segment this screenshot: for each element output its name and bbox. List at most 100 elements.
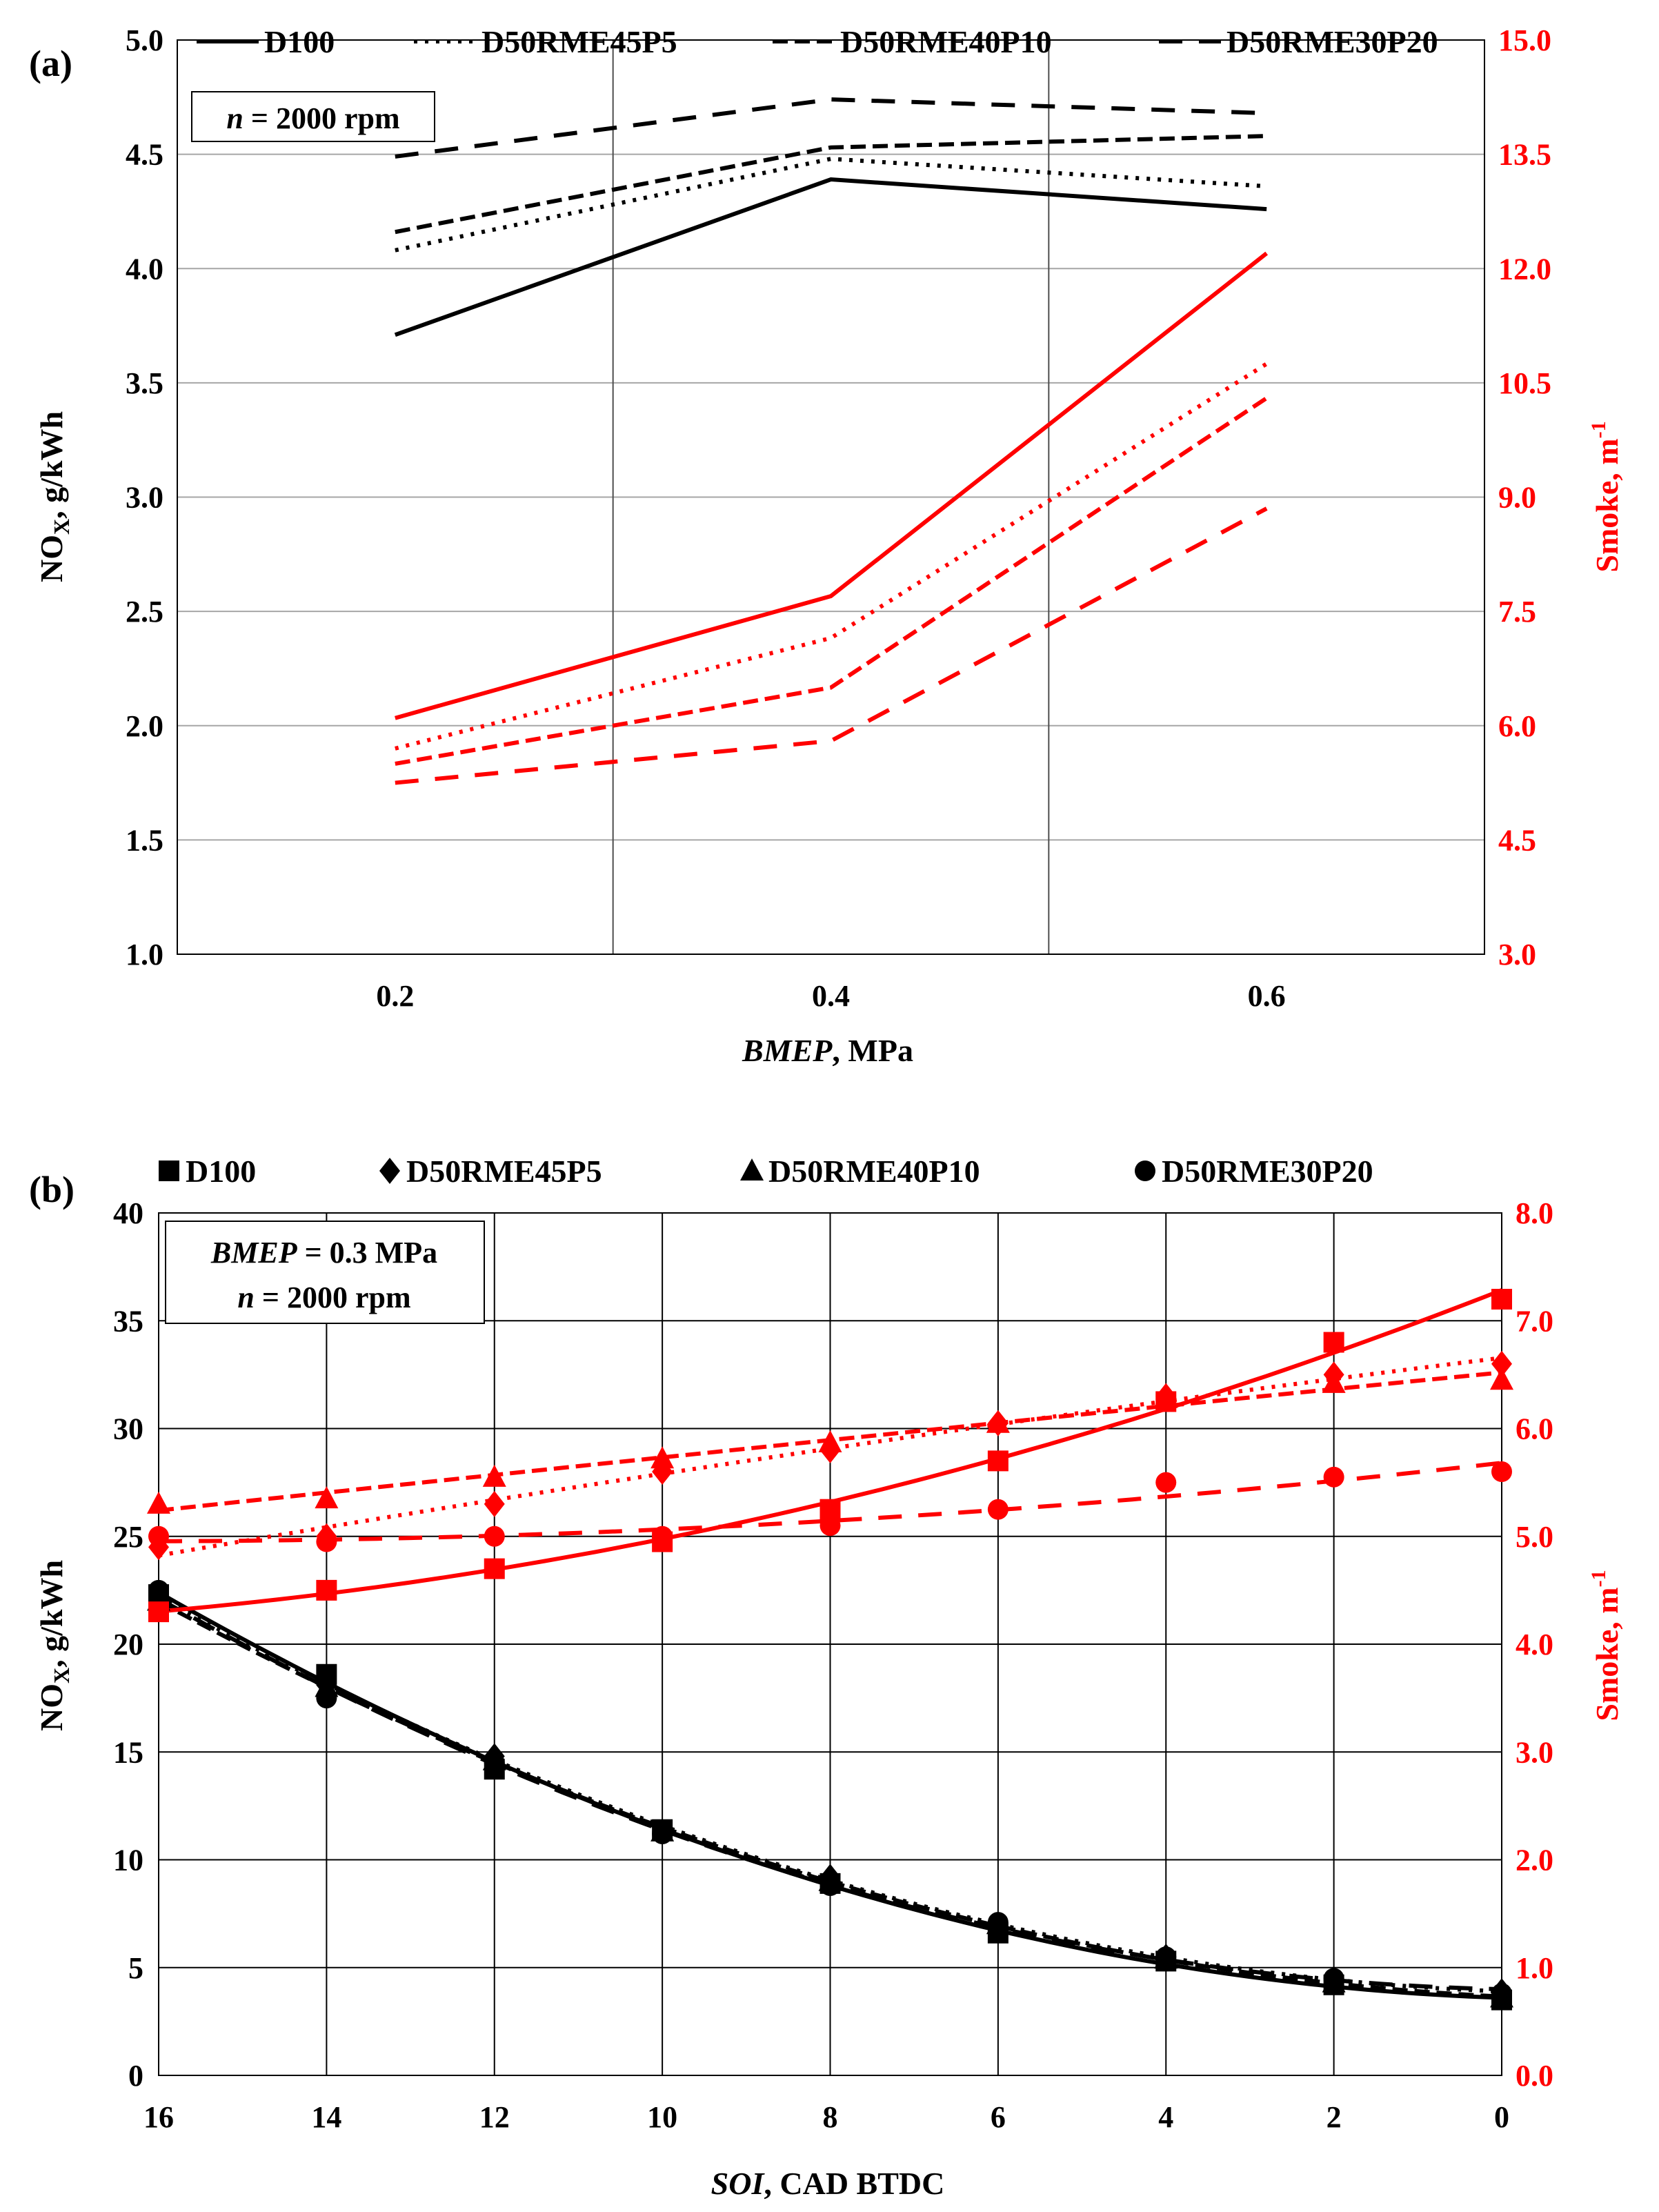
panel-a-x-tick-label: 0.2 bbox=[376, 979, 414, 1013]
panel-a-right-tick-label: 15.0 bbox=[1498, 23, 1551, 57]
panel-b-smoke-point-d50rme40p10 bbox=[986, 1410, 1010, 1433]
panel-b-x-tick-label: 12 bbox=[479, 2100, 510, 2134]
panel-a-left-tick-label: 4.5 bbox=[126, 138, 163, 172]
panel-a-label: (a) bbox=[29, 43, 72, 84]
panel-b-legend-marker-d50rme45p5 bbox=[379, 1158, 400, 1184]
panel-b-smoke-point-d50rme30p20 bbox=[316, 1531, 337, 1552]
panel-b-legend-label-d50rme30p20: D50RME30P20 bbox=[1162, 1154, 1373, 1189]
panel-a-left-tick-labels: 1.0 1.5 2.0 2.5 3.0 3.5 4.0 4.5 5.0 bbox=[126, 23, 163, 971]
panel-b-smoke-point-d50rme40p10 bbox=[315, 1486, 339, 1509]
panel-a-legend-label-d50rme45p5: D50RME45P5 bbox=[481, 24, 677, 59]
panel-b-right-axis-title: Smoke, m-1 bbox=[1587, 1570, 1625, 1721]
panel-a-right-tick-label: 9.0 bbox=[1498, 481, 1536, 515]
panel-a-legend: D100 D50RME45P5 D50RME40P10 D50RME30P20 bbox=[197, 24, 1438, 59]
panel-a-left-tick-label: 1.0 bbox=[126, 938, 163, 971]
panel-b-right-tick-label: 2.0 bbox=[1516, 1844, 1553, 1877]
panel-b-left-tick-label: 30 bbox=[113, 1412, 143, 1446]
panel-a-left-tick-label: 4.0 bbox=[126, 252, 163, 286]
panel-b-right-tick-label: 6.0 bbox=[1516, 1412, 1553, 1446]
panel-b-left-tick-label: 5 bbox=[128, 1951, 143, 1985]
panel-a-left-tick-label: 5.0 bbox=[126, 23, 163, 57]
panel-b-left-tick-label: 10 bbox=[113, 1844, 143, 1877]
panel-b-smoke-point-d50rme45p5 bbox=[484, 1490, 505, 1517]
panel-a-left-tick-label: 2.5 bbox=[126, 595, 163, 629]
panel-b-note-line1: BMEP = 0.3 MPa bbox=[210, 1236, 437, 1270]
panel-b-right-tick-label: 8.0 bbox=[1516, 1196, 1553, 1230]
panel-b-left-axis-title: NOX, g/kWh bbox=[34, 1560, 74, 1731]
panel-a: 1.0 1.5 2.0 2.5 3.0 3.5 4.0 4.5 5.0 3.0 4.5 6.0 7.5… bbox=[29, 23, 1625, 1068]
panel-b-nox-point-d50rme30p20 bbox=[652, 1824, 673, 1844]
panel-a-smoke-line-d50rme40p10 bbox=[395, 396, 1268, 766]
panel-b-smoke-point-d50rme45p5 bbox=[1491, 1350, 1512, 1377]
panel-a-left-tick-label: 3.0 bbox=[126, 481, 163, 515]
panel-a-nox-line-d100 bbox=[394, 177, 1267, 337]
panel-b-x-tick-label: 4 bbox=[1158, 2100, 1173, 2134]
panel-b-smoke-point-d50rme30p20 bbox=[148, 1525, 169, 1547]
panel-b-smoke-point-d50rme30p20 bbox=[1155, 1472, 1177, 1493]
panel-b-smoke-point-d50rme40p10 bbox=[818, 1430, 842, 1452]
panel-b-smoke-point-d50rme30p20 bbox=[1323, 1466, 1344, 1488]
panel-b-right-tick-label: 5.0 bbox=[1516, 1520, 1553, 1554]
panel-b-nox-point-d50rme30p20 bbox=[1491, 1983, 1512, 2004]
panel-b-x-tick-labels: 16 14 12 10 8 6 4 2 0 bbox=[143, 2100, 1509, 2134]
panel-b-legend-label-d50rme45p5: D50RME45P5 bbox=[406, 1154, 602, 1189]
panel-b-x-tick-label: 8 bbox=[823, 2100, 838, 2134]
panel-b-legend-marker-d50rme30p20 bbox=[1135, 1161, 1155, 1181]
panel-b-nox-point-d50rme30p20 bbox=[484, 1752, 505, 1773]
panel-b-left-tick-label: 15 bbox=[113, 1735, 143, 1769]
panel-a-grid bbox=[177, 39, 1484, 955]
panel-b-plot-frame bbox=[158, 1212, 1502, 2076]
panel-b-nox-point-d50rme30p20 bbox=[148, 1579, 169, 1601]
panel-b-right-tick-label: 4.0 bbox=[1516, 1628, 1553, 1661]
panel-a-right-tick-label: 3.0 bbox=[1498, 938, 1536, 971]
panel-a-left-axis-title: NOX, g/kWh bbox=[34, 411, 74, 582]
panel-a-legend-label-d100: D100 bbox=[264, 24, 335, 59]
panel-b-smoke-point-d100 bbox=[316, 1579, 337, 1601]
panel-a-right-tick-label: 12.0 bbox=[1498, 252, 1551, 286]
panel-a-legend-label-d50rme30p20: D50RME30P20 bbox=[1226, 24, 1438, 59]
panel-a-right-tick-label: 7.5 bbox=[1498, 595, 1536, 629]
panel-a-note-box bbox=[191, 91, 435, 142]
panel-b-x-tick-label: 6 bbox=[991, 2100, 1006, 2134]
panel-b-x-tick-label: 16 bbox=[143, 2100, 174, 2134]
panel-b-x-tick-label: 2 bbox=[1327, 2100, 1342, 2134]
panel-b-smoke-point-d50rme30p20 bbox=[987, 1499, 1009, 1520]
panel-a-right-tick-label: 10.5 bbox=[1498, 366, 1551, 400]
panel-a-x-tick-label: 0.4 bbox=[812, 979, 850, 1013]
panel-a-legend-label-d50rme40p10: D50RME40P10 bbox=[840, 24, 1052, 59]
panel-b-legend-marker-d100 bbox=[159, 1161, 179, 1181]
panel-b-note-box bbox=[165, 1221, 485, 1324]
panel-b-note-line2: n = 2000 rpm bbox=[237, 1281, 410, 1314]
panel-b-smoke-point-d100 bbox=[484, 1558, 505, 1579]
panel-b-right-tick-label: 7.0 bbox=[1516, 1304, 1553, 1338]
panel-a-nox-line-d50rme30p20 bbox=[395, 97, 1267, 159]
panel-b-smoke-point-d50rme30p20 bbox=[652, 1525, 673, 1547]
panel-a-left-tick-label: 3.5 bbox=[126, 366, 163, 400]
panel-b-legend: D100 D50RME45P5 D50RME40P10 D50RME30P20 bbox=[159, 1154, 1373, 1189]
panel-b-nox-point-d50rme30p20 bbox=[316, 1688, 337, 1709]
panel-b-x-tick-label: 10 bbox=[647, 2100, 677, 2134]
panel-b-nox-point-d50rme30p20 bbox=[819, 1875, 841, 1896]
panel-b-smoke-trendline-d50rme30p20 bbox=[158, 1461, 1502, 1543]
panel-b-nox-point-d50rme30p20 bbox=[987, 1912, 1009, 1933]
panel-b-right-tick-label: 0.0 bbox=[1516, 2059, 1553, 2093]
panel-b-grid bbox=[158, 1212, 1502, 2076]
panel-a-right-tick-label: 6.0 bbox=[1498, 709, 1536, 743]
panel-a-x-tick-label: 0.6 bbox=[1248, 979, 1286, 1013]
panel-a-right-tick-labels: 3.0 4.5 6.0 7.5 9.0 10.5 12.0 13.5 15.0 bbox=[1498, 23, 1551, 971]
panel-b-x-tick-label: 14 bbox=[311, 2100, 341, 2134]
panel-b-legend-label-d50rme40p10: D50RME40P10 bbox=[768, 1154, 980, 1189]
panel-b-markers bbox=[147, 1289, 1513, 2011]
panel-b-x-axis-title: SOI, CAD BTDC bbox=[711, 2166, 945, 2201]
panel-b-smoke-point-d100 bbox=[148, 1601, 169, 1623]
panel-b-smoke-point-d50rme40p10 bbox=[1322, 1370, 1346, 1393]
panel-a-nox-line-d50rme40p10 bbox=[395, 134, 1267, 235]
panel-b-left-tick-label: 0 bbox=[128, 2059, 143, 2093]
panel-a-x-axis-title: BMEP, MPa bbox=[742, 1033, 913, 1068]
panel-b-left-tick-label: 35 bbox=[113, 1304, 143, 1338]
panel-b-left-tick-labels: 0 5 10 15 20 25 30 35 40 bbox=[113, 1196, 143, 2093]
panel-a-x-tick-labels: 0.2 0.4 0.6 bbox=[376, 979, 1285, 1013]
panel-b-smoke-point-d50rme40p10 bbox=[147, 1491, 170, 1514]
